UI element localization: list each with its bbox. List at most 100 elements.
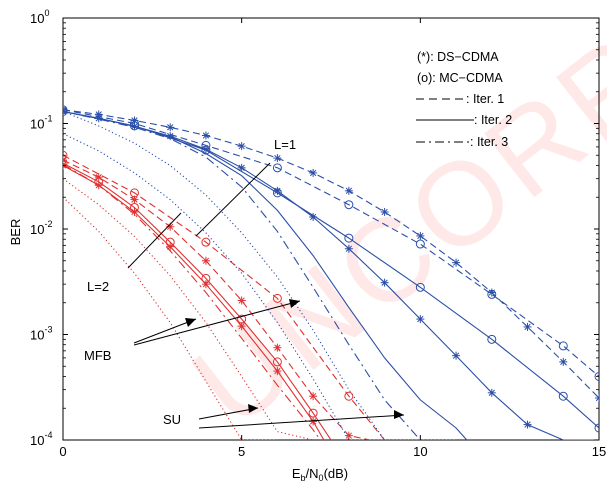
x-tick-label: 10: [413, 444, 427, 459]
series-l2-dashed-7: [63, 159, 371, 440]
marker-circle: [415, 239, 425, 249]
marker-asterisk: [309, 212, 318, 221]
marker-asterisk: [273, 186, 282, 195]
series-l2-dotted-14: [63, 196, 278, 440]
legend-entry-iter-2: : Iter. 2: [474, 113, 512, 127]
marker-asterisk: [595, 394, 599, 403]
annotations: L=1 L=2 MFB SU: [84, 137, 405, 429]
marker-asterisk: [166, 242, 175, 251]
marker-circle: [272, 163, 282, 173]
x-axis-label: Eb/N0(dB): [292, 466, 348, 483]
marker-asterisk: [452, 258, 461, 267]
marker-circle: [415, 282, 425, 292]
marker-circle: [487, 334, 497, 344]
mfb-arrow-l2: [133, 318, 197, 344]
marker-layer: [63, 105, 599, 440]
marker-asterisk: [416, 315, 425, 324]
marker-asterisk: [523, 322, 532, 331]
marker-asterisk: [380, 207, 389, 216]
marker-asterisk: [309, 168, 318, 177]
marker-asterisk: [201, 145, 210, 154]
marker-asterisk: [452, 351, 461, 360]
marker-asterisk: [130, 207, 139, 216]
marker-circle: [594, 371, 599, 381]
x-tick-label: 0: [59, 444, 66, 459]
series-l2-dotted-12: [63, 178, 314, 440]
marker-asterisk: [130, 122, 139, 131]
series-l2-solid-8: [63, 162, 332, 440]
marker-asterisk: [487, 388, 496, 397]
marker-asterisk: [237, 296, 246, 305]
marker-asterisk: [344, 431, 353, 440]
legend-entry-ds-cdma: (*): DS−CDMA: [417, 50, 499, 64]
marker-asterisk: [201, 256, 210, 265]
tick-layer: 0 5 10 15 100 10-1 10-2 10-3 10-4: [30, 8, 606, 459]
y-tick-label: 10-2: [30, 219, 52, 237]
marker-asterisk: [94, 181, 103, 190]
marker-asterisk: [523, 420, 532, 429]
marker-circle: [272, 357, 282, 367]
marker-asterisk: [237, 163, 246, 172]
marker-asterisk: [130, 195, 139, 204]
annotation-su: SU: [163, 412, 181, 427]
marker-asterisk: [166, 123, 175, 132]
marker-circle: [594, 423, 599, 433]
watermark: UNCORR: [169, 7, 607, 452]
marker-asterisk: [201, 131, 210, 140]
legend-entry-iter-3: : Iter. 3: [470, 135, 508, 149]
marker-circle: [558, 341, 568, 351]
su-arrow-l1: [198, 414, 405, 429]
marker-asterisk: [201, 280, 210, 289]
series-l1-dotted-13: [63, 133, 385, 440]
marker-circle: [344, 200, 354, 210]
marker-asterisk: [94, 173, 103, 182]
y-axis-label: BER: [8, 219, 23, 246]
annotation-mfb: MFB: [84, 348, 111, 363]
legend: (*): DS−CDMA (o): MC−CDMA : Iter. 1 : It…: [416, 50, 512, 149]
annotation-l1: L=1: [274, 137, 296, 152]
series-l2-dashdot-10: [63, 163, 321, 440]
su-arrowhead-l2: [248, 404, 258, 413]
marker-asterisk: [344, 244, 353, 253]
su-arrow-l2: [198, 407, 259, 420]
marker-circle: [558, 391, 568, 401]
marker-asterisk: [237, 142, 246, 151]
mfb-arrowhead-l2: [185, 318, 196, 327]
series-l1-dotted-11: [63, 110, 457, 440]
marker-asterisk: [63, 107, 67, 116]
y-tick-label: 100: [30, 8, 49, 26]
series-l1-solid-2: [63, 110, 599, 429]
series-l1-dashed-0: [63, 109, 599, 377]
marker-asterisk: [344, 186, 353, 195]
marker-circle: [201, 237, 211, 247]
annotation-l2: L=2: [87, 279, 109, 294]
marker-circle: [272, 293, 282, 303]
marker-asterisk: [309, 392, 318, 401]
marker-circle: [63, 158, 68, 168]
su-arrowhead-l1: [394, 410, 404, 419]
y-tick-label: 10-1: [30, 114, 52, 132]
annotation-l1-pointer: [195, 162, 271, 237]
x-tick-label: 5: [238, 444, 245, 459]
marker-circle: [344, 233, 354, 243]
annotation-l2-pointer: [127, 212, 182, 269]
series-l1-dashdot-5: [63, 110, 421, 440]
marker-asterisk: [94, 114, 103, 123]
marker-circle: [344, 391, 354, 401]
mfb-arrowhead-l1: [289, 299, 300, 308]
marker-asterisk: [237, 322, 246, 331]
marker-asterisk: [416, 231, 425, 240]
marker-circle: [308, 408, 318, 418]
marker-asterisk: [309, 417, 318, 426]
marker-asterisk: [487, 288, 496, 297]
marker-asterisk: [559, 357, 568, 366]
marker-asterisk: [166, 132, 175, 141]
series-l2-dashed-6: [63, 154, 386, 440]
series-l1-dashed-1: [63, 109, 599, 399]
mfb-arrow-l1: [133, 300, 301, 346]
marker-asterisk: [273, 343, 282, 352]
y-tick-label: 10-4: [30, 430, 52, 448]
y-tick-label: 10-3: [30, 325, 52, 343]
marker-asterisk: [273, 154, 282, 163]
